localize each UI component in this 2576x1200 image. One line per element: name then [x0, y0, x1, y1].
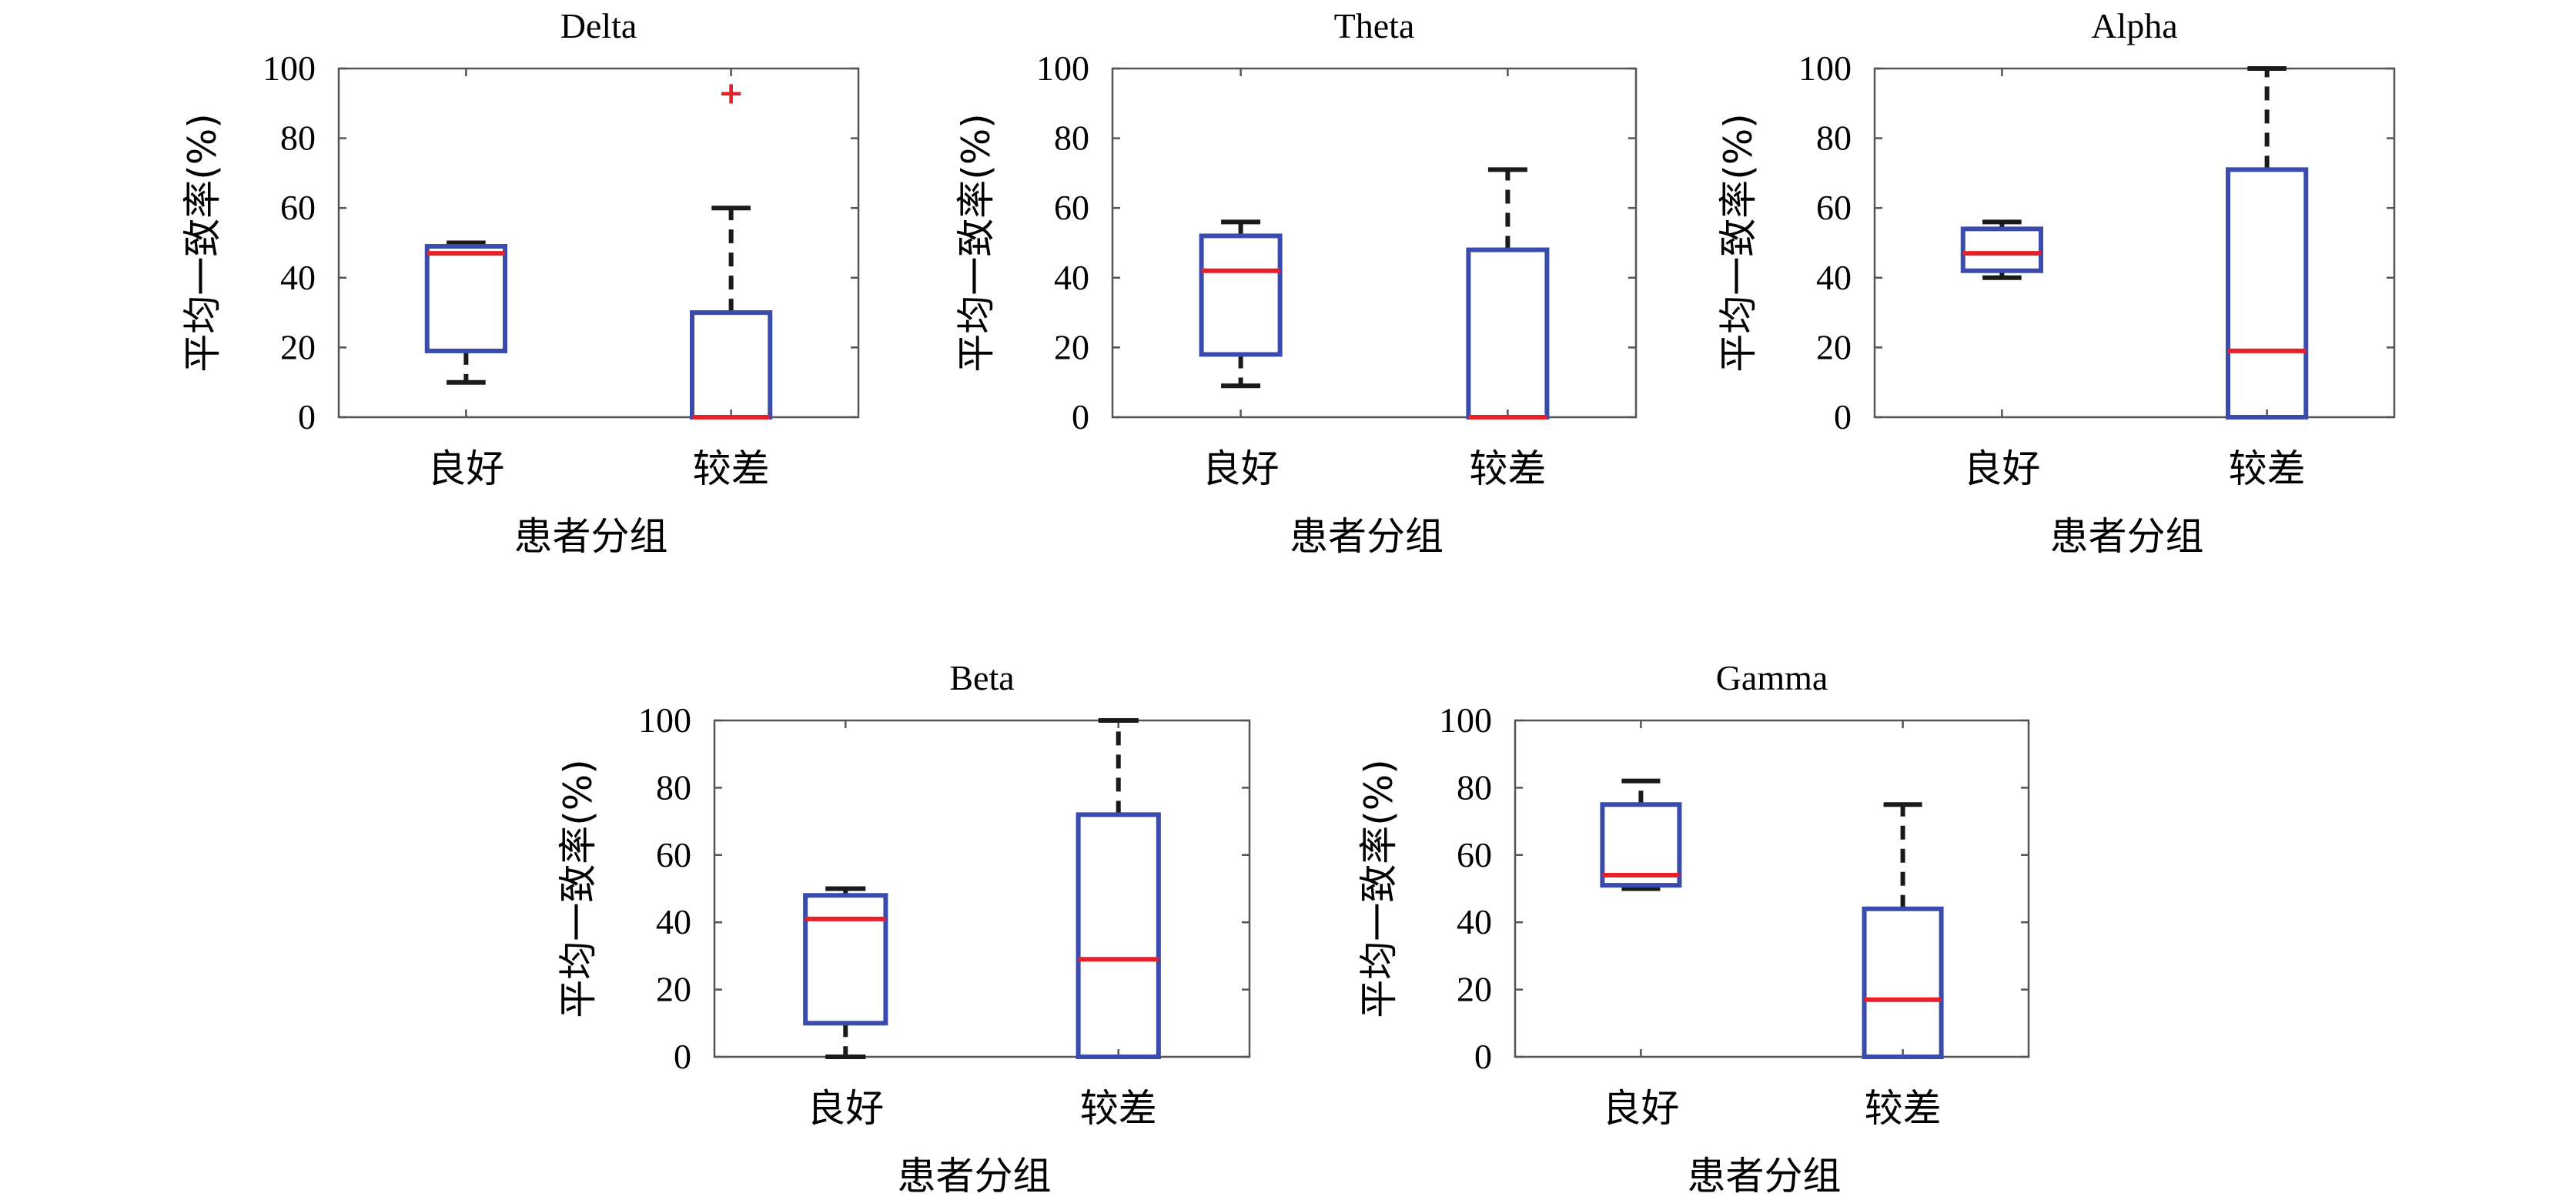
y-tick-label: 80: [280, 119, 316, 158]
y-tick-label: 80: [1054, 119, 1089, 158]
panel-title: Gamma: [1716, 658, 1828, 697]
y-tick-label: 60: [1457, 835, 1492, 874]
box-较差: [1862, 802, 1944, 1059]
box-iqr: [690, 310, 773, 419]
y-tick-label: 0: [1474, 1037, 1492, 1076]
y-tick-label: 100: [1798, 48, 1852, 88]
y-tick-label: 80: [1816, 119, 1852, 158]
panel-title: Alpha: [2091, 6, 2177, 45]
x-axis-label: 患者分组: [1688, 1154, 1842, 1198]
y-tick-label: 100: [638, 700, 691, 740]
y-tick-label: 20: [280, 327, 316, 366]
y-tick-label: 20: [1457, 970, 1492, 1009]
x-axis-label: 患者分组: [514, 514, 668, 559]
x-axis-label: 患者分组: [1290, 514, 1444, 559]
y-axis-label: 平均一致率(%): [1716, 113, 1761, 373]
box-较差: +: [690, 76, 773, 419]
box-良好: [1199, 219, 1283, 389]
box-较差: [1466, 167, 1550, 419]
box-iqr: [1076, 812, 1161, 1059]
outlier-marker: +: [718, 76, 744, 112]
y-tick-label: 0: [298, 397, 316, 436]
x-category-label: 较差: [1469, 446, 1546, 491]
y-tick-label: 80: [1457, 767, 1492, 807]
box-iqr: [1466, 247, 1550, 419]
plot-frame: [1873, 67, 2396, 419]
y-tick-label: 0: [1834, 397, 1852, 436]
box-良好: [1960, 219, 2043, 280]
box-iqr: [2226, 167, 2309, 419]
x-category-label: 较差: [693, 446, 770, 491]
y-tick-label: 60: [656, 835, 691, 874]
x-category-label: 良好: [1602, 1086, 1679, 1131]
x-axis-label: 患者分组: [898, 1154, 1052, 1198]
x-category-label: 较差: [2229, 446, 2306, 491]
box-较差: [2226, 66, 2309, 419]
y-tick-label: 40: [280, 258, 316, 297]
box-iqr: [803, 893, 888, 1026]
y-axis-label: 平均一致率(%): [1357, 759, 1401, 1018]
y-axis-label: 平均一致率(%): [954, 113, 999, 373]
y-tick-label: 60: [1054, 188, 1089, 227]
box-良好: [803, 886, 888, 1059]
y-tick-label: 100: [1439, 700, 1492, 740]
plot-frame: [337, 67, 860, 419]
x-category-label: 良好: [427, 446, 504, 491]
y-tick-label: 40: [1457, 902, 1492, 941]
y-tick-label: 0: [1072, 397, 1089, 436]
box-良好: [424, 240, 507, 385]
panel-title: Delta: [560, 6, 637, 45]
y-tick-label: 20: [1054, 327, 1089, 366]
y-tick-label: 60: [1816, 188, 1852, 227]
y-axis-label: 平均一致率(%): [180, 113, 225, 373]
x-category-label: 良好: [1203, 446, 1280, 491]
x-category-label: 较差: [1865, 1086, 1942, 1131]
box-iqr: [424, 244, 507, 353]
panel-title: Beta: [949, 658, 1014, 697]
y-tick-label: 20: [1816, 327, 1852, 366]
plot-frame: [1514, 719, 2030, 1058]
box-iqr: [1600, 802, 1682, 888]
y-tick-label: 40: [1054, 258, 1089, 297]
y-axis-label: 平均一致率(%): [556, 759, 601, 1018]
y-tick-label: 80: [656, 767, 691, 807]
y-tick-label: 20: [656, 970, 691, 1009]
y-tick-label: 100: [263, 48, 316, 88]
x-category-label: 良好: [1963, 446, 2040, 491]
box-iqr: [1862, 906, 1944, 1059]
x-category-label: 较差: [1080, 1086, 1157, 1131]
box-良好: [1600, 778, 1682, 891]
y-tick-label: 100: [1036, 48, 1089, 88]
y-tick-label: 40: [656, 902, 691, 941]
box-iqr: [1960, 226, 2043, 273]
panel-title: Theta: [1334, 6, 1415, 45]
plot-frame: [713, 719, 1251, 1058]
x-axis-label: 患者分组: [2050, 514, 2204, 559]
box-较差: [1076, 718, 1161, 1059]
plot-frame: [1111, 67, 1638, 419]
x-category-label: 良好: [807, 1086, 884, 1131]
box-iqr: [1199, 233, 1283, 357]
y-tick-label: 0: [674, 1037, 691, 1076]
y-tick-label: 40: [1816, 258, 1852, 297]
y-tick-label: 60: [280, 188, 316, 227]
